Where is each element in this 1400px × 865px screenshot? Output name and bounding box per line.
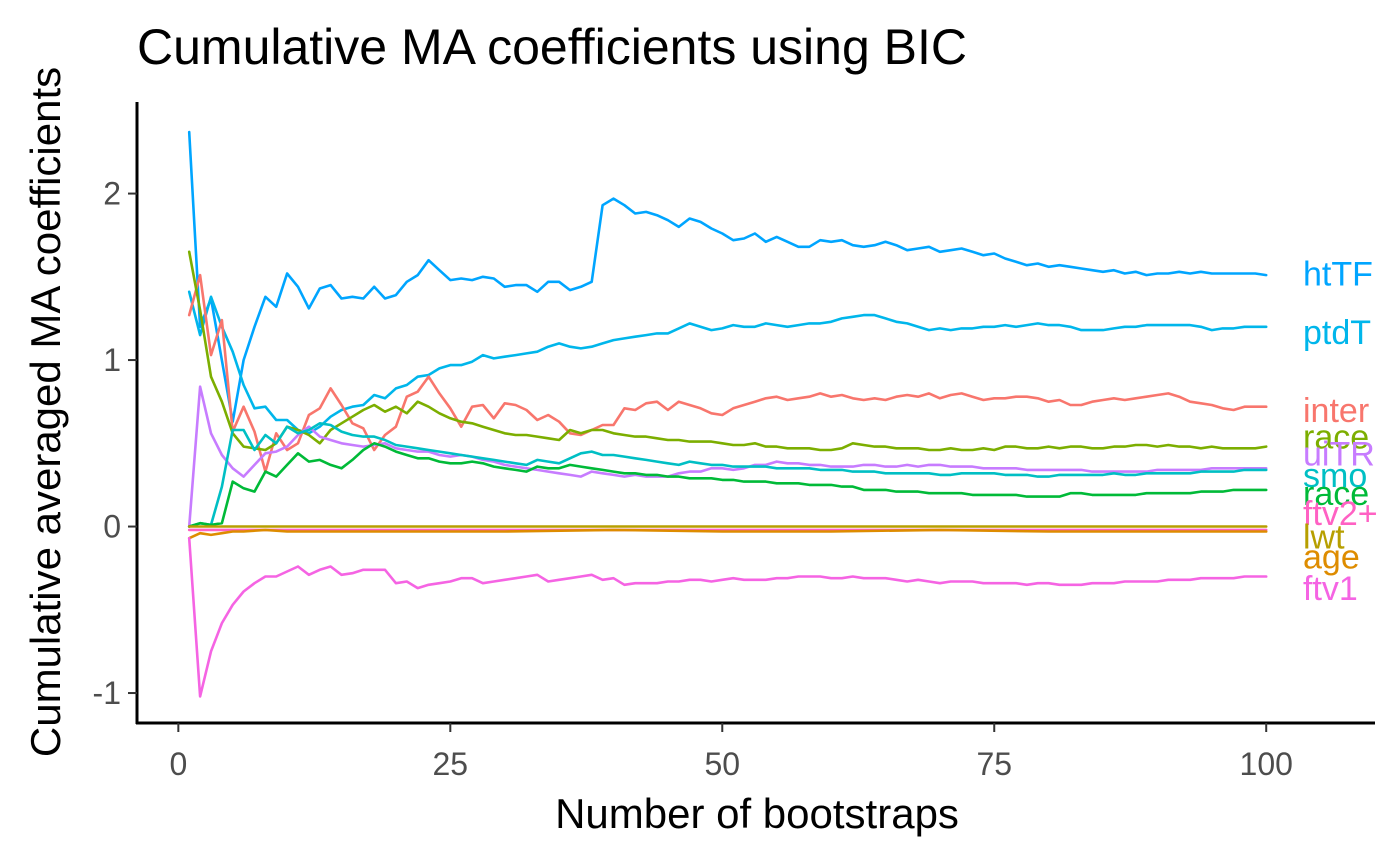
series-end-label: htTF	[1303, 255, 1373, 293]
series-line-race3-6	[187, 442, 1268, 528]
series-line-age-9	[187, 528, 1268, 540]
series-end-label: uiTR	[1303, 435, 1375, 473]
series-line-httrue-0	[187, 130, 1268, 423]
ticks-layer: 0 25 50 75 100 -1 0 1 2	[93, 176, 1293, 782]
x-tick-label: 50	[704, 746, 740, 782]
x-tick-label: 0	[169, 746, 187, 782]
series-end-label: smo	[1303, 457, 1367, 495]
chart-title: Cumulative MA coefficients using BIC	[137, 19, 967, 75]
series-line-ptdtrue-1	[187, 290, 1268, 435]
series-line-ftv1-10	[187, 536, 1268, 698]
series-end-label: race	[1303, 419, 1369, 457]
series-line-race2-3	[187, 250, 1268, 452]
x-tick-label: 75	[976, 746, 1012, 782]
series-end-label: lwt	[1303, 519, 1345, 557]
series-end-label: ptdT	[1303, 314, 1371, 352]
x-tick-label: 25	[433, 746, 469, 782]
y-tick-label: 2	[103, 176, 121, 212]
y-tick-label: -1	[93, 675, 121, 711]
x-axis-title: Number of bootstraps	[555, 790, 959, 837]
series-line-smoketrue-5	[187, 422, 1268, 528]
series-end-label: age	[1303, 539, 1360, 577]
series-layer	[187, 130, 1268, 698]
series-end-label: ftv1	[1303, 570, 1358, 608]
end-labels-layer: htTFptdTinterraceuiTRsmoraceftv2+lwtagef…	[1303, 255, 1378, 608]
series-end-label: ftv2+	[1303, 495, 1378, 533]
y-axis-title: Cumulative averaged MA coefficients	[22, 67, 69, 757]
series-end-label: race	[1303, 475, 1369, 513]
axes-layer	[135, 102, 1375, 725]
y-tick-label: 0	[103, 509, 121, 545]
series-end-label: inter	[1303, 392, 1369, 430]
series-line-intercept-2	[187, 273, 1268, 473]
x-tick-label: 100	[1240, 746, 1293, 782]
y-tick-label: 1	[103, 342, 121, 378]
